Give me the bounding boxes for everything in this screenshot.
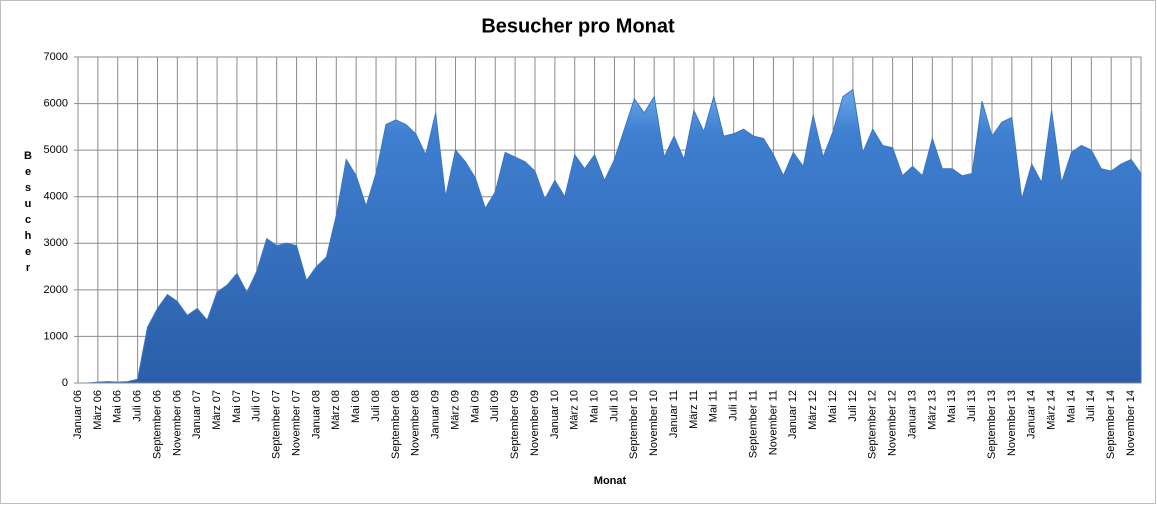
- y-tick-label: 1000: [44, 330, 68, 342]
- x-tick-label: November 08: [410, 390, 422, 456]
- x-tick-label: September 12: [867, 390, 879, 459]
- x-tick-label: September 06: [151, 390, 163, 459]
- x-tick-label: Juli 09: [489, 390, 501, 422]
- x-tick-label: September 07: [271, 390, 283, 459]
- x-tick-label: Januar 09: [430, 390, 442, 439]
- x-tick-label: März 10: [569, 390, 581, 430]
- x-tick-label: Januar 12: [787, 390, 799, 439]
- x-axis-label: Monat: [594, 475, 627, 487]
- chart-title: Besucher pro Monat: [481, 15, 675, 37]
- x-tick-label: September 11: [747, 390, 759, 458]
- x-tick-label: Juli 10: [608, 390, 620, 422]
- x-tick-label: Juli 12: [847, 390, 859, 422]
- x-tick-label: März 08: [330, 390, 342, 430]
- x-tick-label: November 09: [529, 390, 541, 456]
- x-tick-label: Mai 11: [708, 390, 720, 422]
- y-tick-label: 5000: [44, 144, 68, 156]
- x-tick-label: März 09: [449, 390, 461, 430]
- y-tick-label: 7000: [44, 51, 68, 63]
- x-tick-label: November 06: [171, 390, 183, 456]
- x-tick-label: September 14: [1105, 390, 1117, 459]
- x-tick-label: September 08: [390, 390, 402, 459]
- x-tick-label: Mai 06: [112, 390, 124, 423]
- y-tick-label: 3000: [44, 237, 68, 249]
- y-tick-label: 6000: [44, 97, 68, 109]
- x-tick-label: Januar 06: [72, 390, 84, 439]
- x-tick-label: November 13: [1006, 390, 1018, 456]
- x-tick-label: Mai 10: [589, 390, 601, 423]
- x-tick-label: Mai 14: [1065, 390, 1077, 423]
- y-tick-label: 2000: [44, 284, 68, 296]
- x-tick-label: Januar 10: [549, 390, 561, 439]
- x-tick-label: September 09: [509, 390, 521, 459]
- y-tick-label: 4000: [44, 191, 68, 203]
- x-tick-label: Mai 08: [350, 390, 362, 423]
- y-tick-label: 0: [62, 377, 68, 389]
- x-tick-label: November 10: [648, 390, 660, 456]
- x-tick-label: Januar 08: [310, 390, 322, 439]
- area: [78, 88, 1142, 384]
- x-tick-label: September 10: [628, 390, 640, 459]
- x-tick-label: Juli 07: [251, 390, 263, 422]
- x-tick-label: Juli 13: [966, 390, 978, 422]
- x-tick-label: Januar 14: [1026, 390, 1038, 439]
- x-tick-label: Mai 09: [469, 390, 481, 423]
- x-tick-label: Juli 14: [1085, 390, 1097, 422]
- x-tick-label: März 14: [1045, 390, 1057, 430]
- y-axis-label: Besucher: [22, 150, 34, 278]
- x-tick-label: November 14: [1125, 390, 1137, 456]
- x-tick-label: Januar 13: [906, 390, 918, 439]
- x-tick-label: Juli 08: [370, 390, 382, 422]
- x-tick-label: Juli 11: [728, 390, 740, 421]
- x-tick-label: März 07: [211, 390, 223, 430]
- x-tick-label: Mai 12: [827, 390, 839, 423]
- x-tick-label: Mai 07: [231, 390, 243, 423]
- x-tick-label: September 13: [986, 390, 998, 459]
- x-tick-label: Januar 11: [668, 390, 680, 438]
- x-tick-label: März 11: [688, 390, 700, 429]
- x-tick-label: März 13: [926, 390, 938, 430]
- x-tick-label: Mai 13: [946, 390, 958, 423]
- x-tick-label: November 12: [887, 390, 899, 456]
- x-tick-label: November 11: [767, 390, 779, 455]
- x-tick-label: November 07: [290, 390, 302, 456]
- x-tick-label: Juli 06: [132, 390, 144, 422]
- x-tick-label: Januar 07: [191, 390, 203, 439]
- x-tick-label: März 12: [807, 390, 819, 430]
- x-tick-label: März 06: [92, 390, 104, 430]
